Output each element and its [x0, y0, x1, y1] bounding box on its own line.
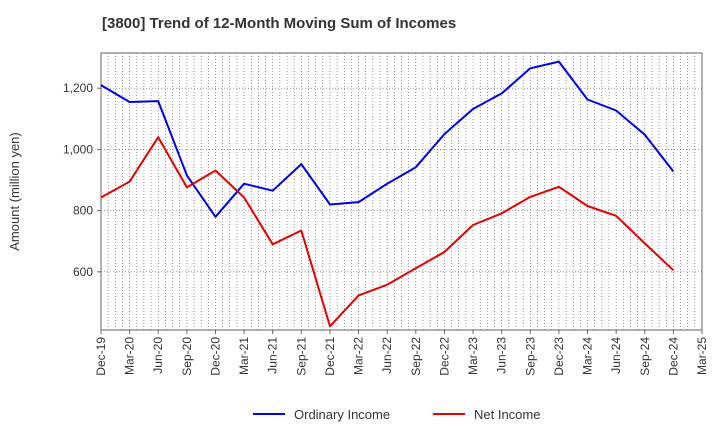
x-tick-label: Sep-24 — [638, 337, 652, 376]
y-tick-label: 800 — [73, 204, 93, 218]
x-tick-label: Mar-24 — [581, 337, 595, 375]
x-tick-label: Dec-22 — [437, 337, 451, 376]
x-tick-label: Dec-24 — [666, 337, 680, 376]
x-tick-label: Mar-21 — [237, 337, 251, 375]
x-tick-label: Sep-20 — [180, 337, 194, 376]
chart-title: [3800] Trend of 12-Month Moving Sum of I… — [102, 15, 457, 32]
x-tick-label: Sep-22 — [409, 337, 423, 376]
x-tick-label: Mar-20 — [123, 337, 137, 375]
y-axis: 600 800 1,000 1,200 — [63, 81, 101, 279]
y-tick-label: 1,200 — [63, 81, 93, 95]
x-tick-label: Jun-23 — [495, 337, 509, 374]
x-axis: Dec-19 Mar-20 Jun-20 Sep-20 Dec-20 Mar-21 Jun-… — [94, 330, 709, 376]
x-tick-label: Mar-23 — [466, 337, 480, 375]
x-tick-label: Dec-19 — [94, 337, 108, 376]
x-tick-label: Sep-21 — [294, 337, 308, 376]
series-line-net-income — [100, 136, 675, 328]
x-tick-label: Dec-20 — [208, 337, 222, 376]
x-tick-label: Mar-22 — [352, 337, 366, 375]
x-tick-label: Jun-21 — [266, 337, 280, 374]
legend-label: Net Income — [474, 407, 540, 422]
grid — [101, 53, 702, 330]
legend: Ordinary Income Net Income — [253, 407, 540, 422]
x-tick-label: Mar-25 — [695, 337, 709, 375]
x-tick-label: Jun-20 — [151, 337, 165, 374]
y-tick-label: 600 — [73, 265, 93, 279]
series-line-ordinary-income — [100, 60, 675, 218]
plot-frame — [100, 52, 703, 331]
x-tick-label: Sep-23 — [523, 337, 537, 376]
series — [100, 60, 675, 328]
x-tick-label: Dec-23 — [552, 337, 566, 376]
y-tick-label: 1,000 — [63, 142, 93, 156]
x-tick-label: Jun-22 — [380, 337, 394, 374]
legend-label: Ordinary Income — [294, 407, 390, 422]
x-tick-label: Dec-21 — [323, 337, 337, 376]
x-tick-label: Jun-24 — [609, 337, 623, 374]
y-axis-title: Amount (million yen) — [7, 132, 22, 251]
